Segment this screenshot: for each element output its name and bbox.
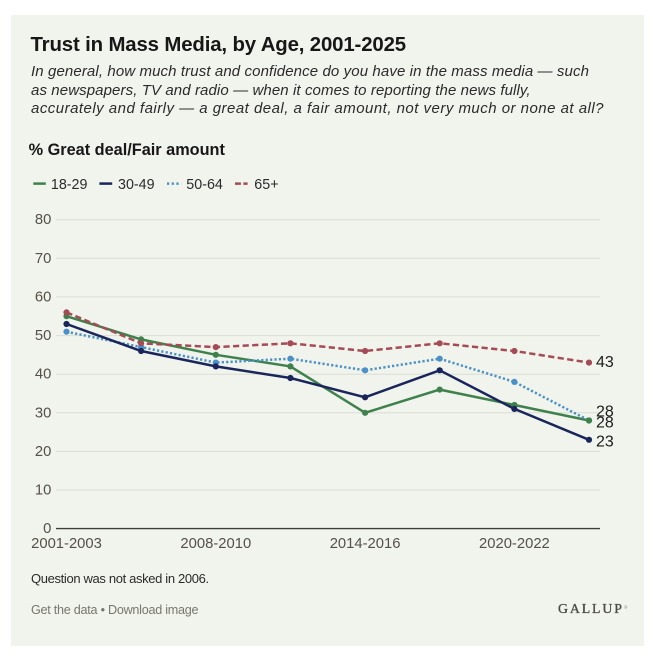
svg-text:50: 50 <box>35 328 51 344</box>
svg-text:0: 0 <box>43 521 51 537</box>
svg-text:28: 28 <box>596 404 614 421</box>
svg-text:2014-2016: 2014-2016 <box>330 536 401 552</box>
svg-text:2008-2010: 2008-2010 <box>180 536 251 552</box>
svg-text:20: 20 <box>35 444 51 460</box>
svg-text:2001-2003: 2001-2003 <box>31 536 102 552</box>
svg-text:10: 10 <box>35 483 51 499</box>
svg-text:60: 60 <box>35 289 51 305</box>
svg-text:70: 70 <box>35 251 51 267</box>
svg-text:23: 23 <box>596 434 614 451</box>
svg-text:30: 30 <box>35 405 51 421</box>
svg-text:80: 80 <box>35 212 51 228</box>
svg-text:2020-2022: 2020-2022 <box>479 536 550 552</box>
svg-text:28: 28 <box>596 415 614 432</box>
svg-text:43: 43 <box>596 354 614 371</box>
svg-text:40: 40 <box>35 367 51 383</box>
